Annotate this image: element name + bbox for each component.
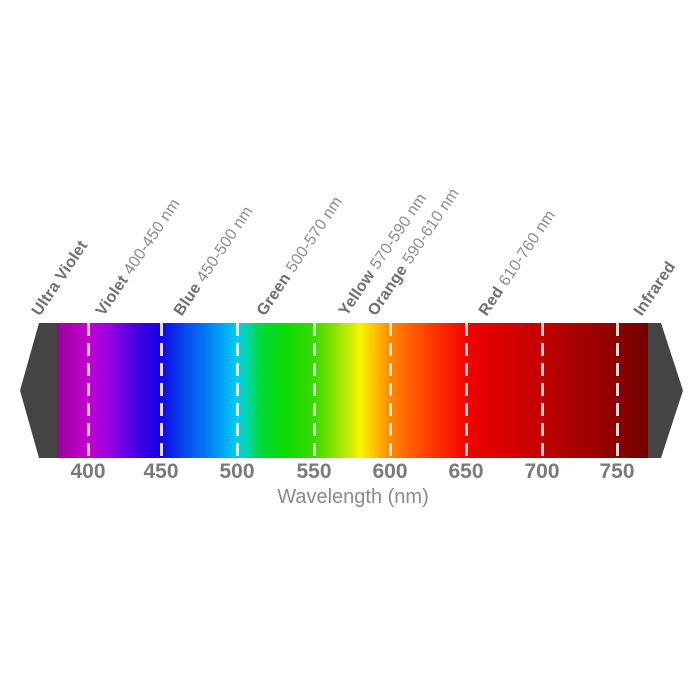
gridline-750nm [615, 323, 619, 458]
band-range-green: 500-570 nm [283, 193, 347, 276]
gridline-700nm [540, 323, 544, 458]
band-range-red: 610-760 nm [496, 207, 559, 290]
gridline-400nm [86, 323, 90, 458]
band-name-ultra-violet: Ultra Violet [28, 237, 92, 319]
axis-title: Wavelength (nm) [277, 486, 429, 508]
tick-550: 550 [296, 460, 332, 483]
tick-400: 400 [70, 460, 106, 483]
tick-700: 700 [524, 460, 560, 483]
spectrum-gradient [57, 323, 648, 458]
spectrum-bar [20, 323, 683, 458]
gridline-500nm [235, 323, 239, 458]
gridline-650nm [464, 323, 468, 458]
band-range-blue: 450-500 nm [193, 203, 257, 286]
band-name-red: Red [475, 283, 508, 319]
tick-750: 750 [599, 460, 635, 483]
band-range-violet: 400-450 nm [120, 195, 184, 278]
gridline-600nm [388, 323, 392, 458]
tick-450: 450 [143, 460, 179, 483]
gridline-550nm [312, 323, 316, 458]
band-name-green: Green [253, 270, 295, 319]
tick-500: 500 [219, 460, 255, 483]
band-name-blue: Blue [170, 280, 205, 319]
band-name-infrared: Infrared [630, 258, 680, 319]
gridline-450nm [159, 323, 163, 458]
band-name-violet: Violet [92, 272, 132, 319]
tick-600: 600 [372, 460, 408, 483]
tick-650: 650 [448, 460, 484, 483]
